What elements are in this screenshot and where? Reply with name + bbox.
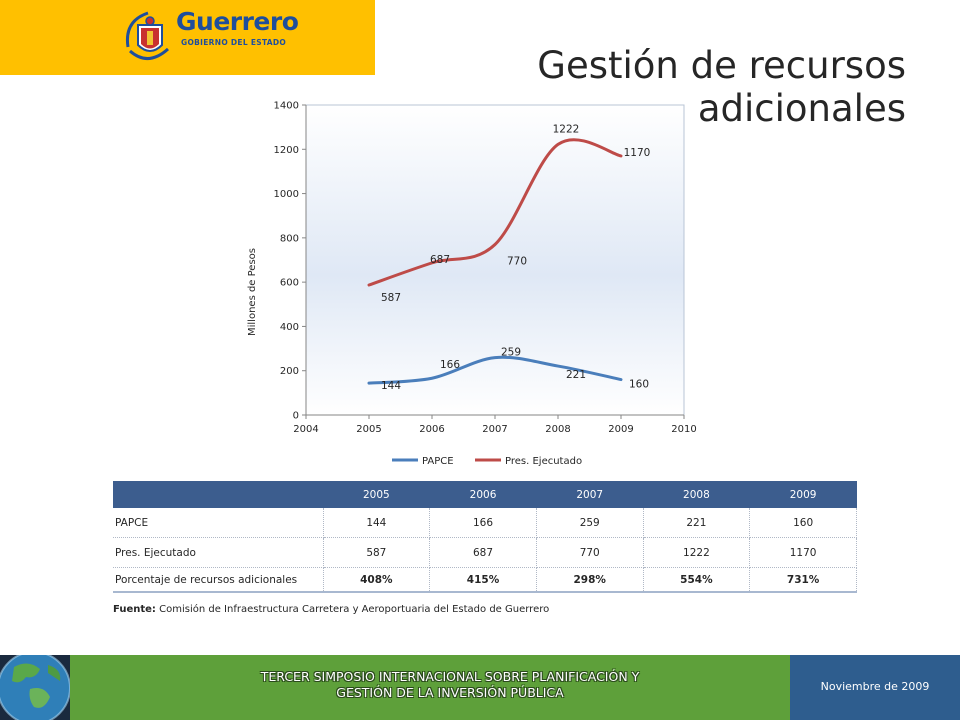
slide-title-line2: adicionales: [697, 87, 906, 130]
footer-event-panel: TERCER SIMPOSIO INTERNACIONAL SOBRE PLAN…: [70, 655, 790, 720]
coat-of-arms-icon: [125, 11, 170, 60]
data-label: 259: [501, 347, 521, 359]
table-row: Porcentaje de recursos adicionales 408% …: [113, 567, 857, 593]
y-tick-label: 600: [280, 278, 299, 289]
table-row: Pres. Ejecutado 587 687 770 1222 1170: [113, 537, 857, 568]
table-cell: 1170: [749, 537, 857, 568]
table-cell: 160: [749, 508, 857, 538]
logo-banner: Guerrero GOBIERNO DEL ESTADO: [0, 0, 375, 75]
line-chart: 0 200 400 600 800 1000 1200 1400 2004 2005 2006 20…: [247, 101, 697, 468]
source-note: Fuente: Comisión de Infraestructura Carr…: [113, 604, 549, 615]
x-tick-label: 2006: [419, 424, 444, 435]
logo-name: Guerrero: [176, 7, 299, 36]
y-tick-label: 1400: [274, 101, 299, 112]
data-label: 687: [430, 254, 450, 266]
y-tick-label: 800: [280, 233, 299, 244]
data-label: 166: [440, 359, 460, 371]
table-header-cell: 2008: [643, 481, 750, 508]
table-header-row: 2005 2006 2007 2008 2009: [113, 481, 857, 508]
table-cell: 259: [536, 508, 644, 538]
data-label: 1222: [553, 123, 580, 135]
x-tick-label: 2004: [293, 424, 318, 435]
data-label: 770: [507, 256, 527, 268]
slide-title-line1: Gestión de recursos: [537, 44, 906, 87]
data-label: 587: [381, 292, 401, 304]
x-tick-label: 2005: [356, 424, 381, 435]
table-header-cell: 2006: [429, 481, 537, 508]
globe-icon: [0, 655, 70, 720]
source-text: Comisión de Infraestructura Carretera y …: [159, 604, 550, 615]
table-cell: 298%: [536, 567, 644, 593]
table-header-cell: 2007: [536, 481, 644, 508]
table-row: PAPCE 144 166 259 221 160: [113, 508, 857, 538]
source-label: Fuente:: [113, 604, 156, 615]
table-header-cell: 2005: [323, 481, 430, 508]
table-cell: 221: [643, 508, 751, 538]
data-label: 144: [381, 380, 401, 392]
table-cell: 770: [536, 537, 644, 568]
x-tick-label: 2010: [671, 424, 696, 435]
table-cell: 554%: [643, 567, 751, 593]
table-cell: 144: [323, 508, 431, 538]
data-table: 2005 2006 2007 2008 2009 PAPCE 144 166 2…: [113, 481, 857, 593]
table-cell: 687: [429, 537, 537, 568]
footer-event-title: TERCER SIMPOSIO INTERNACIONAL SOBRE PLAN…: [170, 669, 730, 701]
table-cell: 1222: [643, 537, 751, 568]
y-tick-label: 1000: [274, 189, 299, 200]
data-label: 1170: [624, 147, 651, 159]
table-cell: 587: [323, 537, 431, 568]
table-cell: 408%: [323, 567, 431, 593]
legend-entry: Pres. Ejecutado: [505, 456, 582, 467]
legend-entry: PAPCE: [422, 456, 454, 467]
footer-globe-panel: [0, 655, 70, 720]
data-label: 221: [566, 369, 586, 381]
y-tick-label: 200: [280, 366, 299, 377]
footer-event-line2: GESTIÓN DE LA INVERSIÓN PÚBLICA: [336, 685, 564, 700]
row-label: PAPCE: [113, 508, 324, 538]
footer-event-line1: TERCER SIMPOSIO INTERNACIONAL SOBRE PLAN…: [260, 669, 640, 684]
x-tick-label: 2009: [608, 424, 633, 435]
data-label: 160: [629, 379, 649, 391]
footer: TERCER SIMPOSIO INTERNACIONAL SOBRE PLAN…: [0, 655, 960, 720]
y-tick-label: 1200: [274, 145, 299, 156]
row-label: Porcentaje de recursos adicionales: [113, 567, 324, 593]
footer-date-panel: Noviembre de 2009: [790, 655, 960, 720]
y-tick-label: 400: [280, 322, 299, 333]
series-line-pres-ejecutado: [367, 138, 623, 287]
x-tick-label: 2007: [482, 424, 507, 435]
slide-title: Gestión de recursos adicionales: [486, 44, 906, 130]
table-cell: 166: [429, 508, 537, 538]
y-axis-label: Millones de Pesos: [247, 248, 258, 336]
row-label: Pres. Ejecutado: [113, 537, 324, 568]
table-cell: 415%: [429, 567, 537, 593]
x-tick-label: 2008: [545, 424, 570, 435]
table-header-cell: [113, 481, 323, 508]
footer-date: Noviembre de 2009: [820, 680, 930, 693]
y-tick-label: 0: [293, 411, 299, 422]
table-header-cell: 2009: [749, 481, 857, 508]
table-cell: 731%: [749, 567, 857, 593]
logo-subtitle: GOBIERNO DEL ESTADO: [181, 38, 287, 47]
